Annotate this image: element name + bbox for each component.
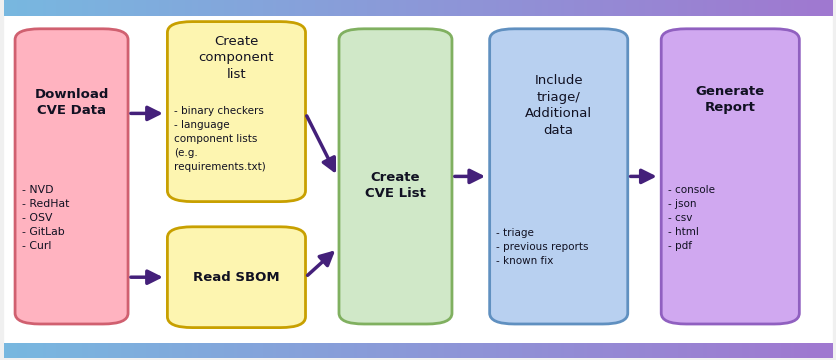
Text: - triage
- previous reports
- known fix: - triage - previous reports - known fix [496, 228, 589, 266]
Text: Read SBOM: Read SBOM [193, 271, 279, 284]
FancyBboxPatch shape [489, 29, 627, 324]
Text: Create
component
list: Create component list [198, 35, 274, 81]
Text: - console
- json
- csv
- html
- pdf: - console - json - csv - html - pdf [667, 185, 714, 251]
Text: - NVD
- RedHat
- OSV
- GitLab
- Curl: - NVD - RedHat - OSV - GitLab - Curl [22, 185, 69, 251]
Text: Generate
Report: Generate Report [695, 85, 764, 114]
FancyBboxPatch shape [339, 29, 451, 324]
Text: - binary checkers
- language
component lists
(e.g.
requirements.txt): - binary checkers - language component l… [174, 105, 266, 172]
FancyBboxPatch shape [4, 2, 832, 358]
FancyBboxPatch shape [15, 29, 128, 324]
FancyBboxPatch shape [167, 22, 305, 202]
Text: Create
CVE List: Create CVE List [364, 171, 426, 200]
FancyBboxPatch shape [167, 227, 305, 328]
Text: Download
CVE Data: Download CVE Data [34, 88, 109, 117]
FancyBboxPatch shape [660, 29, 798, 324]
Text: Include
triage/
Additional
data: Include triage/ Additional data [524, 74, 592, 137]
